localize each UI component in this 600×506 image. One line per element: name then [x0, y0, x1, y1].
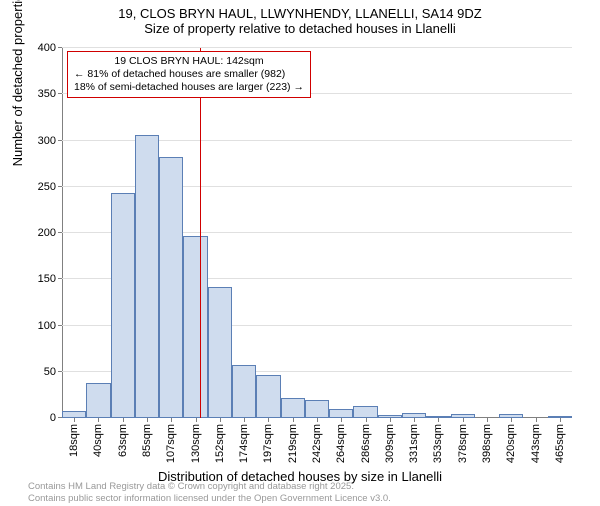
- x-tick-mark: [438, 418, 439, 422]
- y-tick-label: 250: [38, 181, 56, 193]
- x-tick-label: 264sqm: [335, 424, 347, 463]
- annotation-line1: 19 CLOS BRYN HAUL: 142sqm: [74, 55, 304, 68]
- x-tick-mark: [220, 418, 221, 422]
- histogram-bar: [329, 409, 353, 418]
- y-tick-label: 50: [44, 366, 56, 378]
- y-tick-label: 200: [38, 227, 56, 239]
- histogram-bar: [256, 375, 280, 418]
- y-axis-label: Number of detached properties: [10, 0, 25, 166]
- x-tick-label: 63sqm: [117, 424, 129, 457]
- y-tick-label: 350: [38, 88, 56, 100]
- chart-container: 19, CLOS BRYN HAUL, LLWYNHENDY, LLANELLI…: [0, 6, 600, 506]
- y-tick-label: 100: [38, 320, 56, 332]
- x-tick-mark: [293, 418, 294, 422]
- histogram-bar: [208, 287, 232, 418]
- y-tick-mark: [58, 47, 62, 48]
- y-tick-mark: [58, 93, 62, 94]
- x-tick-mark: [196, 418, 197, 422]
- y-tick-label: 300: [38, 135, 56, 147]
- x-tick-mark: [268, 418, 269, 422]
- x-tick-label: 18sqm: [68, 424, 80, 457]
- x-tick-mark: [123, 418, 124, 422]
- reference-line: [200, 48, 201, 418]
- y-tick-mark: [58, 140, 62, 141]
- y-tick-label: 0: [50, 412, 56, 424]
- histogram-bar: [135, 135, 159, 418]
- footer-credits: Contains HM Land Registry data © Crown c…: [28, 481, 391, 504]
- x-tick-mark: [341, 418, 342, 422]
- y-tick-label: 400: [38, 42, 56, 54]
- histogram-bar: [159, 157, 183, 418]
- annotation-box: 19 CLOS BRYN HAUL: 142sqm ← 81% of detac…: [67, 51, 311, 98]
- y-tick-mark: [58, 278, 62, 279]
- x-tick-mark: [414, 418, 415, 422]
- y-tick-mark: [58, 186, 62, 187]
- x-tick-label: 378sqm: [457, 424, 469, 463]
- x-tick-label: 465sqm: [554, 424, 566, 463]
- x-tick-mark: [244, 418, 245, 422]
- x-tick-mark: [536, 418, 537, 422]
- histogram-bar: [111, 193, 135, 418]
- histogram-bar: [305, 400, 329, 419]
- x-tick-mark: [560, 418, 561, 422]
- histogram-bar: [86, 383, 110, 418]
- annotation-line3: 18% of semi-detached houses are larger (…: [74, 81, 304, 94]
- x-tick-label: 398sqm: [481, 424, 493, 463]
- x-tick-label: 197sqm: [262, 424, 274, 463]
- x-tick-mark: [74, 418, 75, 422]
- footer-line2: Contains public sector information licen…: [28, 493, 391, 504]
- x-tick-label: 443sqm: [530, 424, 542, 463]
- x-tick-label: 353sqm: [432, 424, 444, 463]
- x-tick-mark: [390, 418, 391, 422]
- annotation-line2: ← 81% of detached houses are smaller (98…: [74, 68, 304, 81]
- x-tick-mark: [511, 418, 512, 422]
- x-tick-label: 420sqm: [505, 424, 517, 463]
- x-tick-label: 331sqm: [408, 424, 420, 463]
- x-tick-label: 130sqm: [190, 424, 202, 463]
- grid-line: [62, 47, 572, 48]
- chart-title-line1: 19, CLOS BRYN HAUL, LLWYNHENDY, LLANELLI…: [0, 6, 600, 21]
- y-tick-mark: [58, 325, 62, 326]
- x-tick-mark: [317, 418, 318, 422]
- histogram-bar: [62, 411, 86, 418]
- footer-line1: Contains HM Land Registry data © Crown c…: [28, 481, 391, 492]
- x-tick-label: 85sqm: [141, 424, 153, 457]
- x-tick-mark: [171, 418, 172, 422]
- x-tick-label: 107sqm: [165, 424, 177, 463]
- x-tick-label: 242sqm: [311, 424, 323, 463]
- x-tick-label: 219sqm: [287, 424, 299, 463]
- x-tick-mark: [98, 418, 99, 422]
- x-tick-mark: [487, 418, 488, 422]
- y-tick-mark: [58, 232, 62, 233]
- x-tick-mark: [366, 418, 367, 422]
- x-tick-mark: [147, 418, 148, 422]
- histogram-bar: [281, 398, 305, 418]
- x-tick-mark: [463, 418, 464, 422]
- plot-area: 05010015020025030035040018sqm40sqm63sqm8…: [62, 48, 572, 418]
- chart-title-line2: Size of property relative to detached ho…: [0, 21, 600, 36]
- x-tick-label: 286sqm: [360, 424, 372, 463]
- histogram-bar: [353, 406, 377, 418]
- histogram-bar: [183, 236, 207, 418]
- y-tick-mark: [58, 371, 62, 372]
- x-tick-label: 174sqm: [238, 424, 250, 463]
- histogram-bar: [232, 365, 256, 418]
- y-axis: [62, 48, 63, 418]
- y-tick-label: 150: [38, 273, 56, 285]
- x-tick-label: 309sqm: [384, 424, 396, 463]
- x-tick-label: 152sqm: [214, 424, 226, 463]
- x-tick-label: 40sqm: [92, 424, 104, 457]
